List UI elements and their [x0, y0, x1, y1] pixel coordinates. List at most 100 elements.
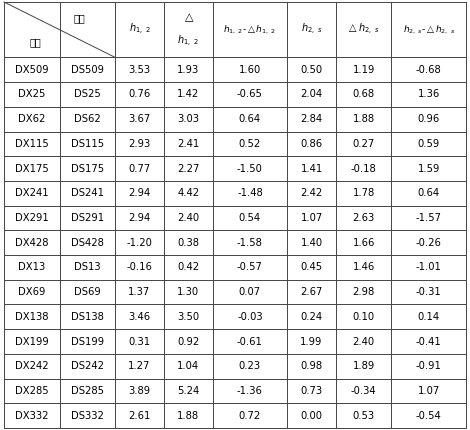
Text: DS242: DS242: [71, 361, 104, 371]
Text: DS291: DS291: [71, 213, 104, 223]
Text: 2.04: 2.04: [300, 89, 322, 99]
Text: $h_{2,\ s}$-$\triangle h_{2,\ s}$: $h_{2,\ s}$-$\triangle h_{2,\ s}$: [403, 24, 455, 36]
Text: 1.30: 1.30: [177, 287, 199, 297]
Text: -0.57: -0.57: [237, 262, 263, 272]
Text: $h_{2,\ s}$: $h_{2,\ s}$: [301, 22, 322, 37]
Text: 0.64: 0.64: [239, 114, 261, 124]
Text: 1.60: 1.60: [239, 65, 261, 75]
Text: 4.42: 4.42: [177, 188, 199, 198]
Text: 0.77: 0.77: [128, 163, 150, 174]
Text: 1.88: 1.88: [352, 114, 375, 124]
Text: DS25: DS25: [74, 89, 101, 99]
Text: 0.92: 0.92: [177, 337, 199, 347]
Text: DX509: DX509: [15, 65, 48, 75]
Text: -0.91: -0.91: [416, 361, 442, 371]
Text: 0.00: 0.00: [300, 411, 322, 421]
Text: 3.03: 3.03: [177, 114, 199, 124]
Text: $h_{1,\ 2}$: $h_{1,\ 2}$: [129, 22, 150, 37]
Text: DX285: DX285: [15, 386, 48, 396]
Text: 1.78: 1.78: [352, 188, 375, 198]
Text: 2.42: 2.42: [300, 188, 323, 198]
Text: 2.41: 2.41: [177, 139, 199, 149]
Text: 0.50: 0.50: [300, 65, 322, 75]
Text: 点号: 点号: [29, 37, 41, 47]
Text: DX13: DX13: [18, 262, 46, 272]
Text: 1.36: 1.36: [418, 89, 440, 99]
Text: 0.14: 0.14: [418, 312, 440, 322]
Text: 0.86: 0.86: [300, 139, 322, 149]
Text: 1.66: 1.66: [352, 238, 375, 248]
Text: 5.24: 5.24: [177, 386, 199, 396]
Text: 1.19: 1.19: [352, 65, 375, 75]
Text: DS199: DS199: [71, 337, 104, 347]
Text: 0.23: 0.23: [239, 361, 261, 371]
Text: DX428: DX428: [15, 238, 48, 248]
Text: DX138: DX138: [15, 312, 48, 322]
Text: DS428: DS428: [71, 238, 104, 248]
Text: -0.34: -0.34: [351, 386, 376, 396]
Text: 0.72: 0.72: [239, 411, 261, 421]
Text: DX25: DX25: [18, 89, 46, 99]
Text: 较差: 较差: [74, 14, 86, 24]
Text: 2.84: 2.84: [300, 114, 322, 124]
Text: -1.48: -1.48: [237, 188, 263, 198]
Text: DX62: DX62: [18, 114, 46, 124]
Text: 2.94: 2.94: [128, 213, 150, 223]
Text: -0.68: -0.68: [416, 65, 442, 75]
Text: 0.31: 0.31: [128, 337, 150, 347]
Text: 1.89: 1.89: [352, 361, 375, 371]
Text: DX242: DX242: [15, 361, 48, 371]
Text: DX291: DX291: [15, 213, 49, 223]
Text: 1.42: 1.42: [177, 89, 199, 99]
Text: 0.68: 0.68: [352, 89, 375, 99]
Text: DS13: DS13: [74, 262, 101, 272]
Text: -1.20: -1.20: [126, 238, 152, 248]
Text: -1.01: -1.01: [416, 262, 442, 272]
Text: -0.16: -0.16: [126, 262, 152, 272]
Text: DS69: DS69: [74, 287, 101, 297]
Text: -0.31: -0.31: [416, 287, 442, 297]
Text: DX241: DX241: [15, 188, 48, 198]
Text: DX199: DX199: [15, 337, 49, 347]
Text: 3.89: 3.89: [128, 386, 150, 396]
Text: -1.57: -1.57: [416, 213, 442, 223]
Text: -1.58: -1.58: [237, 238, 263, 248]
Text: 0.53: 0.53: [352, 411, 375, 421]
Text: 1.59: 1.59: [417, 163, 440, 174]
Text: DS285: DS285: [71, 386, 104, 396]
Text: DX69: DX69: [18, 287, 46, 297]
Text: 0.42: 0.42: [177, 262, 199, 272]
Text: 0.38: 0.38: [177, 238, 199, 248]
Text: DS509: DS509: [71, 65, 104, 75]
Text: 1.41: 1.41: [300, 163, 323, 174]
Text: DS332: DS332: [71, 411, 104, 421]
Text: 2.61: 2.61: [128, 411, 151, 421]
Text: 0.07: 0.07: [239, 287, 261, 297]
Text: 0.64: 0.64: [418, 188, 440, 198]
Text: 2.40: 2.40: [352, 337, 375, 347]
Text: 1.99: 1.99: [300, 337, 323, 347]
Text: $\triangle h_{2,\ s}$: $\triangle h_{2,\ s}$: [347, 22, 380, 37]
Text: DS175: DS175: [71, 163, 104, 174]
Text: 1.88: 1.88: [177, 411, 199, 421]
Text: 0.10: 0.10: [352, 312, 375, 322]
Text: $h_{1,\ 2}$: $h_{1,\ 2}$: [177, 34, 199, 49]
Text: 1.07: 1.07: [300, 213, 323, 223]
Text: 2.40: 2.40: [177, 213, 199, 223]
Text: 1.27: 1.27: [128, 361, 151, 371]
Text: 0.59: 0.59: [418, 139, 440, 149]
Text: 1.04: 1.04: [177, 361, 199, 371]
Text: -0.54: -0.54: [416, 411, 442, 421]
Text: 1.46: 1.46: [352, 262, 375, 272]
Text: -0.03: -0.03: [237, 312, 263, 322]
Text: -0.61: -0.61: [237, 337, 263, 347]
Text: 1.07: 1.07: [418, 386, 440, 396]
Text: 0.96: 0.96: [418, 114, 440, 124]
Text: DS241: DS241: [71, 188, 104, 198]
Text: 0.27: 0.27: [352, 139, 375, 149]
Text: 2.27: 2.27: [177, 163, 199, 174]
Text: 0.98: 0.98: [300, 361, 322, 371]
Text: $h_{1,\ 2}$-$\triangle h_{1,\ 2}$: $h_{1,\ 2}$-$\triangle h_{1,\ 2}$: [223, 24, 276, 36]
Text: -0.65: -0.65: [237, 89, 263, 99]
Text: DS62: DS62: [74, 114, 101, 124]
